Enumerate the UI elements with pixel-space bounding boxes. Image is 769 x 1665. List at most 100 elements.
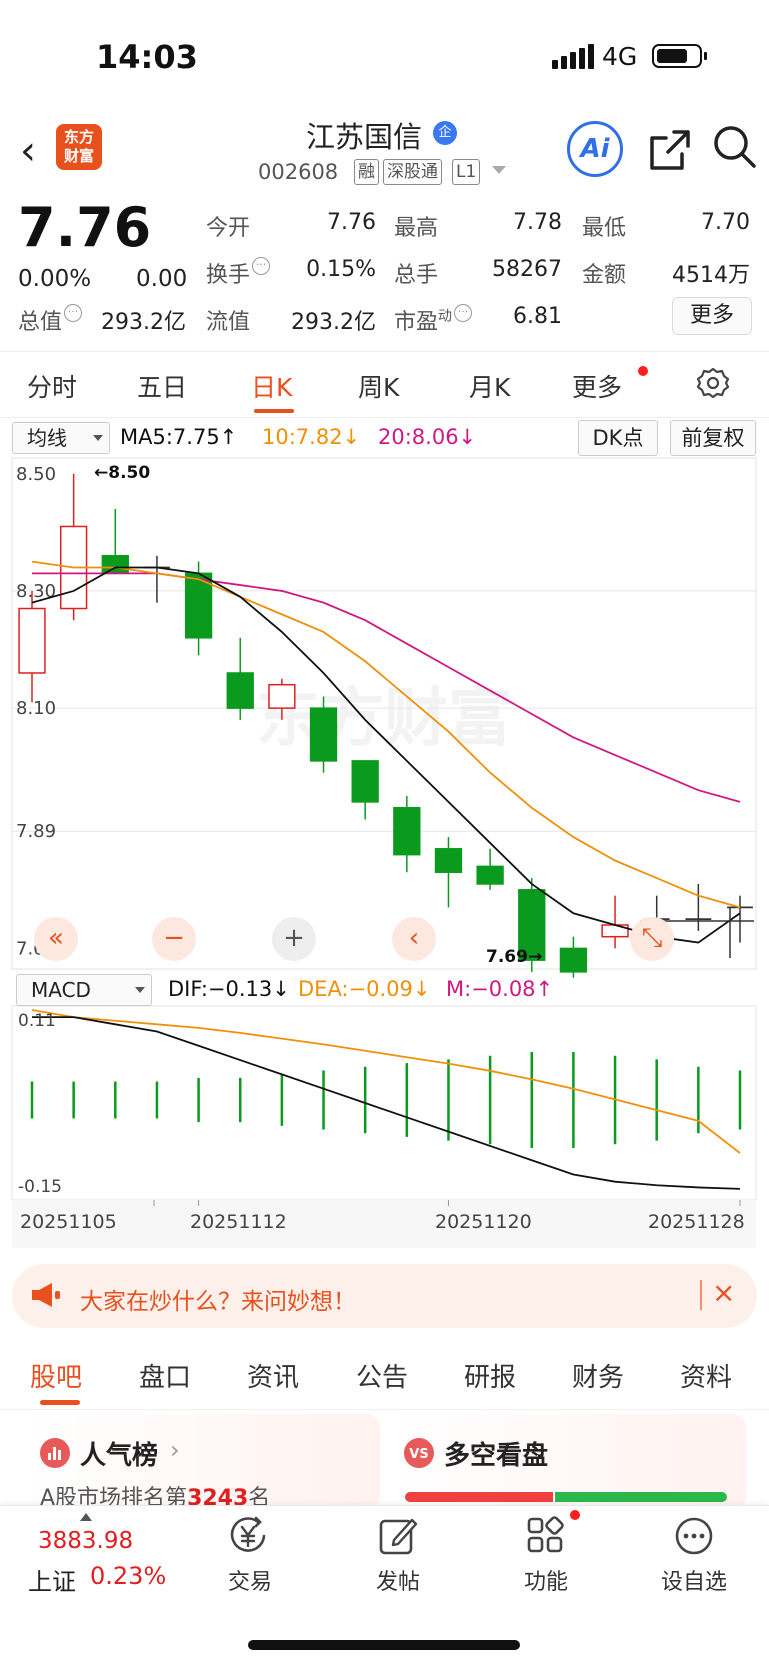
tag-connect: 深股通 — [383, 159, 442, 185]
battery-icon — [652, 44, 702, 68]
popularity-title[interactable]: 人气榜 — [80, 1441, 159, 1471]
signal-icon — [552, 44, 597, 69]
tab-more[interactable]: 更多 — [572, 373, 623, 402]
candle-body — [184, 572, 213, 639]
change-value: 0.00 — [136, 266, 188, 292]
tab-research[interactable]: 研报 — [464, 1363, 517, 1393]
bar-chart-icon — [40, 1438, 70, 1468]
bear-ratio-bar — [555, 1492, 727, 1502]
tab-daily-k[interactable]: 日K — [251, 373, 293, 402]
low-label: 最低 — [582, 216, 627, 241]
dk-point-button[interactable]: DK点 — [578, 420, 658, 456]
ai-assistant-button[interactable]: Ai — [567, 121, 623, 177]
more-quote-button[interactable]: 更多 — [672, 297, 752, 335]
mktcap-value: 293.2亿 — [101, 310, 186, 335]
candle-body — [268, 683, 296, 709]
candle-body — [226, 672, 254, 709]
trade-yen-icon[interactable] — [228, 1516, 272, 1556]
x-label-4: 20251128 — [648, 1211, 745, 1233]
nav-post[interactable]: 发帖 — [375, 1570, 420, 1595]
adjust-button[interactable]: 前复权 — [670, 420, 756, 456]
tab-weekly-k[interactable]: 周K — [358, 373, 400, 402]
tab-profile[interactable]: 资料 — [680, 1363, 733, 1393]
nav-add-watchlist[interactable]: 设自选 — [660, 1570, 727, 1595]
candle-body — [351, 760, 379, 803]
edit-post-icon[interactable] — [378, 1516, 418, 1556]
status-time: 14:03 — [96, 38, 198, 76]
jump-start-button[interactable]: « — [34, 917, 78, 961]
more-dots-icon[interactable] — [674, 1516, 714, 1556]
turnover-value: 0.15% — [306, 257, 376, 282]
share-icon[interactable] — [648, 128, 692, 172]
candle-body — [434, 848, 463, 873]
bull-ratio-bar — [405, 1492, 553, 1502]
mktcap-label[interactable]: 总值 ··· — [18, 304, 83, 336]
scroll-left-button[interactable]: ‹ — [392, 917, 436, 961]
tab-forum[interactable]: 股吧 — [30, 1363, 83, 1393]
macd-select[interactable]: MACD — [16, 974, 152, 1006]
close-icon[interactable]: × — [712, 1276, 736, 1309]
grid-features-icon[interactable] — [526, 1516, 566, 1556]
open-value: 7.76 — [327, 210, 376, 235]
candle-body — [101, 555, 129, 575]
ma5-legend: MA5:7.75↑ — [120, 425, 238, 449]
candle-body — [476, 865, 504, 885]
info-icon[interactable]: ··· — [454, 304, 473, 322]
kline-frame — [11, 457, 757, 970]
tab-five-day[interactable]: 五日 — [137, 373, 188, 402]
index-percent[interactable]: 0.23% — [90, 1562, 167, 1590]
back-icon[interactable]: ‹ — [20, 128, 36, 174]
x-axis-band — [12, 1200, 756, 1248]
stock-name[interactable]: 江苏国信 — [306, 120, 423, 154]
ma10-line — [31, 560, 741, 909]
change-percent: 0.00% — [18, 266, 92, 292]
tab-news[interactable]: 资讯 — [247, 1363, 300, 1393]
pe-value: 6.81 — [513, 304, 562, 329]
nav-features[interactable]: 功能 — [523, 1570, 568, 1595]
popularity-card[interactable] — [24, 1414, 380, 1510]
pe-label[interactable]: 市盈动 ··· — [394, 304, 473, 336]
x-label-2: 20251112 — [190, 1211, 287, 1233]
x-label-3: 20251120 — [435, 1211, 532, 1233]
rank-suffix: 名 — [248, 1486, 271, 1511]
m-legend: M:−0.08↑ — [446, 977, 554, 1001]
search-icon[interactable] — [712, 124, 758, 170]
info-icon[interactable]: ··· — [64, 304, 83, 322]
indicator-select[interactable]: 均线 — [12, 422, 110, 454]
volume-value: 58267 — [492, 257, 562, 282]
candle-body — [393, 807, 421, 856]
ask-banner[interactable] — [12, 1264, 757, 1328]
tab-announcements[interactable]: 公告 — [356, 1363, 409, 1393]
app-logo[interactable]: 东方 财富 — [56, 124, 102, 170]
status-bar: 14:03 4G — [0, 0, 769, 110]
y-tick-label: 8.10 — [16, 698, 56, 719]
tab-intraday[interactable]: 分时 — [27, 373, 78, 402]
stock-code[interactable]: 002608 — [258, 160, 339, 184]
index-name[interactable]: 上证 — [28, 1568, 76, 1596]
bull-bear-title[interactable]: 多空看盘 — [444, 1441, 549, 1471]
banner-text[interactable]: 大家在炒什么？来问妙想！ — [80, 1289, 356, 1315]
current-price: 7.76 — [18, 196, 152, 259]
ma20-line — [32, 572, 741, 803]
tab-orderbook[interactable]: 盘口 — [139, 1363, 192, 1393]
low-value: 7.70 — [701, 210, 750, 235]
index-value[interactable]: 3883.98 — [38, 1528, 134, 1554]
tag-level: L1 — [452, 159, 481, 185]
zoom-in-button[interactable]: + — [272, 917, 316, 961]
caret-up-icon[interactable] — [80, 1513, 92, 1521]
info-icon[interactable]: ··· — [252, 257, 271, 275]
nav-trade[interactable]: 交易 — [227, 1570, 272, 1595]
chevron-right-icon[interactable]: › — [170, 1436, 180, 1464]
active-tab-indicator — [40, 1400, 80, 1405]
battery-tip — [704, 52, 707, 60]
kline-chart[interactable]: 东方财富 8.508.308.107.897.69 ←8.50 7.69→ 0.… — [0, 456, 769, 1256]
network-type: 4G — [602, 42, 638, 71]
notification-dot — [638, 366, 648, 376]
settings-gear-icon[interactable] — [696, 366, 730, 400]
turnover-label[interactable]: 换手 ··· — [206, 257, 271, 289]
tab-financials[interactable]: 财务 — [572, 1363, 625, 1393]
chevron-down-icon[interactable] — [492, 166, 506, 174]
zoom-out-button[interactable]: − — [152, 917, 196, 961]
tab-monthly-k[interactable]: 月K — [469, 373, 511, 402]
fullscreen-button[interactable]: ⤡ — [630, 917, 674, 961]
